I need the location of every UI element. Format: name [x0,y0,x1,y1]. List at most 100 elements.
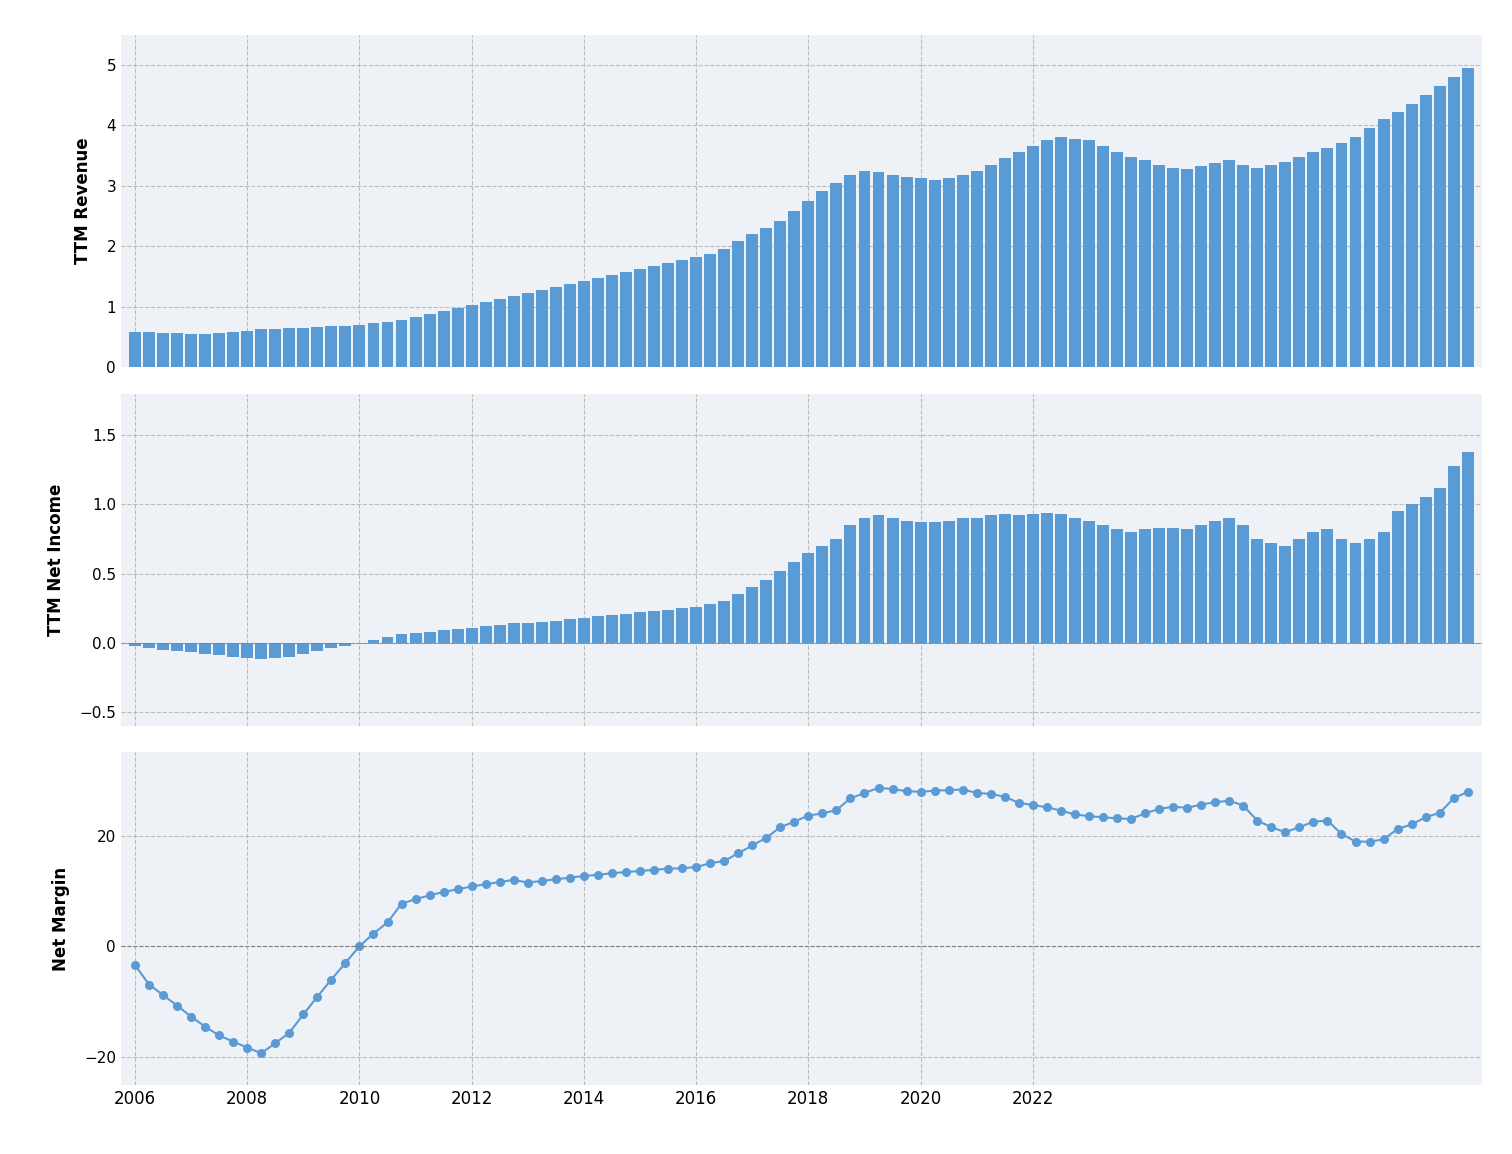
Bar [957,174,969,367]
Bar [452,308,464,367]
Bar [325,327,337,367]
Bar [410,317,422,367]
Bar [354,324,366,367]
Bar [1181,168,1193,367]
Bar [816,546,829,643]
Bar [452,629,464,643]
Bar [1181,530,1193,643]
Bar [774,220,786,367]
Bar [1055,137,1067,367]
Bar [283,643,295,657]
Bar [340,325,351,367]
Bar [1223,518,1235,643]
Bar [1462,68,1474,367]
Bar [1321,530,1334,643]
Bar [311,327,324,367]
Bar [1154,165,1166,367]
Bar [1223,160,1235,367]
Bar [1098,525,1108,643]
Bar [1447,465,1459,643]
Bar [340,643,351,645]
Bar [1055,514,1067,643]
Bar [564,284,576,367]
Bar [522,623,534,643]
Bar [1308,532,1320,643]
Bar [816,190,829,367]
Bar [1321,148,1334,367]
Bar [1377,532,1390,643]
Bar [466,306,478,367]
Bar [227,332,239,367]
Bar [578,282,590,367]
Bar [1293,539,1305,643]
Bar [129,332,141,367]
Bar [1125,532,1137,643]
Bar [437,312,449,367]
Bar [184,643,197,652]
Bar [1237,525,1249,643]
Bar [859,518,871,643]
Bar [915,179,927,367]
Bar [494,624,505,643]
Bar [200,334,212,367]
Bar [593,278,603,367]
Bar [1040,512,1052,643]
Y-axis label: Net Margin: Net Margin [53,867,70,971]
Bar [1098,147,1108,367]
Bar [1377,119,1390,367]
Bar [129,643,141,645]
Bar [578,617,590,643]
Bar [1111,152,1123,367]
Bar [971,518,983,643]
Bar [1350,137,1361,367]
Bar [269,643,281,658]
Bar [593,616,603,643]
Bar [1391,112,1403,367]
Bar [886,174,898,367]
Bar [1040,141,1052,367]
Bar [311,643,324,651]
Bar [1308,152,1320,367]
Bar [774,571,786,643]
Bar [845,525,856,643]
Bar [1433,488,1445,643]
Bar [649,610,661,643]
Bar [1406,104,1418,367]
Bar [1293,157,1305,367]
Bar [1139,530,1151,643]
Bar [984,165,996,367]
Bar [971,171,983,367]
Bar [550,287,562,367]
Bar [788,211,800,367]
Bar [634,269,646,367]
Y-axis label: TTM Revenue: TTM Revenue [74,137,92,264]
Bar [1350,544,1361,643]
Bar [662,263,674,367]
Bar [1420,497,1432,643]
Bar [1111,530,1123,643]
Bar [662,609,674,643]
Bar [157,643,169,650]
Bar [144,332,154,367]
Bar [999,158,1010,367]
Bar [999,514,1010,643]
Bar [957,518,969,643]
Bar [845,174,856,367]
Bar [649,267,661,367]
Bar [676,608,688,643]
Bar [886,518,898,643]
Bar [761,228,773,367]
Bar [732,241,744,367]
Bar [1462,451,1474,643]
Bar [620,614,632,643]
Bar [381,322,393,367]
Bar [1125,157,1137,367]
Bar [494,299,505,367]
Bar [213,334,225,367]
Bar [1447,77,1459,367]
Bar [928,523,940,643]
Bar [410,634,422,643]
Bar [1433,87,1445,367]
Bar [1252,539,1263,643]
Bar [1335,539,1347,643]
